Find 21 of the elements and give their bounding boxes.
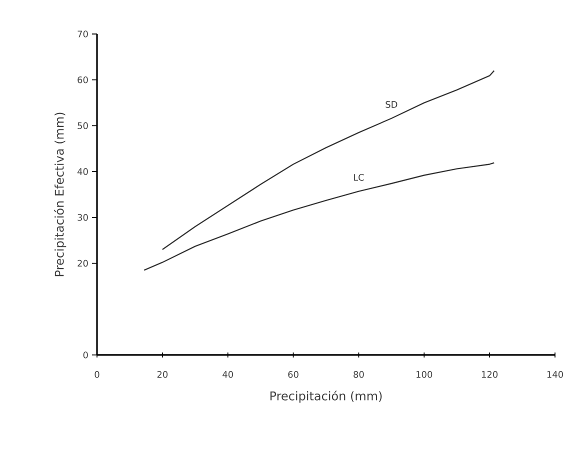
y-tick-label: 60 xyxy=(78,76,88,84)
x-tick-label: 40 xyxy=(222,371,233,378)
line-series xyxy=(162,70,495,250)
y-tick-label: 70 xyxy=(78,30,88,38)
y-tick-label: 50 xyxy=(78,122,88,130)
y-tick-label: 30 xyxy=(78,214,88,221)
x-tick-label: 80 xyxy=(354,371,364,378)
y-tick-label: 40 xyxy=(77,168,88,175)
x-tick-label: 100 xyxy=(416,371,432,378)
x-tick-label: 20 xyxy=(157,371,168,378)
series-label: LC xyxy=(354,174,364,181)
series-label: SD xyxy=(386,101,398,108)
y-tick-label: 0 xyxy=(83,352,88,358)
x-axis-title: Precipitación (mm) xyxy=(270,390,382,403)
x-tick-label: 140 xyxy=(547,371,563,378)
y-axis-title: Precipitación Efectiva (mm) xyxy=(54,112,66,276)
x-tick-label: 0 xyxy=(94,371,100,378)
x-tick-label: 60 xyxy=(288,371,298,378)
line-series xyxy=(144,162,495,271)
x-tick-label: 120 xyxy=(482,371,498,378)
y-tick-label: 20 xyxy=(78,260,88,267)
